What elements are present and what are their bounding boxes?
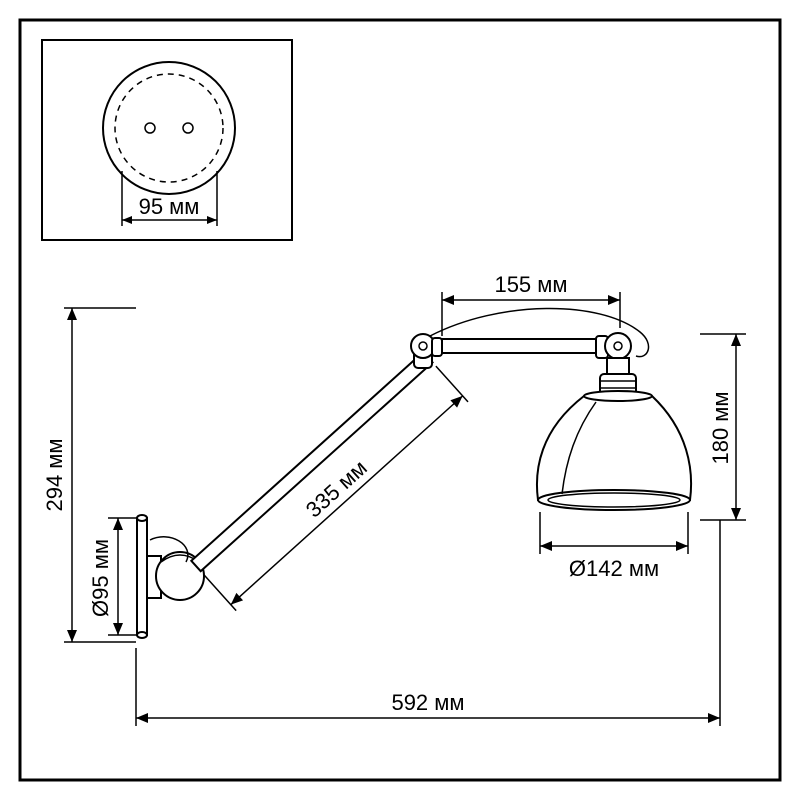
mount-plate-outline xyxy=(103,62,235,194)
dim-width-label: 592 мм xyxy=(391,690,464,715)
dim-shade-180: 180 мм xyxy=(700,334,746,520)
dim-arm1-335: 335 мм xyxy=(204,366,468,610)
arm-1 xyxy=(191,352,432,571)
wall-plate xyxy=(137,515,204,638)
dim-arm2-155: 155 мм xyxy=(442,272,620,336)
lamp-shade xyxy=(537,391,691,510)
dim-arm2-label: 155 мм xyxy=(494,272,567,297)
dim-plate-label: Ø95 мм xyxy=(88,539,113,617)
side-view: 592 мм 294 мм Ø95 мм 180 мм xyxy=(42,272,746,726)
joint-top xyxy=(411,334,442,368)
joint-right xyxy=(596,333,636,396)
inset-dim-label: 95 мм xyxy=(139,194,200,219)
dim-shade-diam: Ø142 мм xyxy=(540,512,688,581)
inset-group: 95 мм xyxy=(42,40,292,240)
dim-shade-h-label: 180 мм xyxy=(708,391,733,464)
dim-shade-d-label: Ø142 мм xyxy=(569,556,659,581)
dim-plate-95: Ø95 мм xyxy=(88,518,136,635)
arm-2 xyxy=(442,339,598,353)
dim-height-label: 294 мм xyxy=(42,438,67,511)
